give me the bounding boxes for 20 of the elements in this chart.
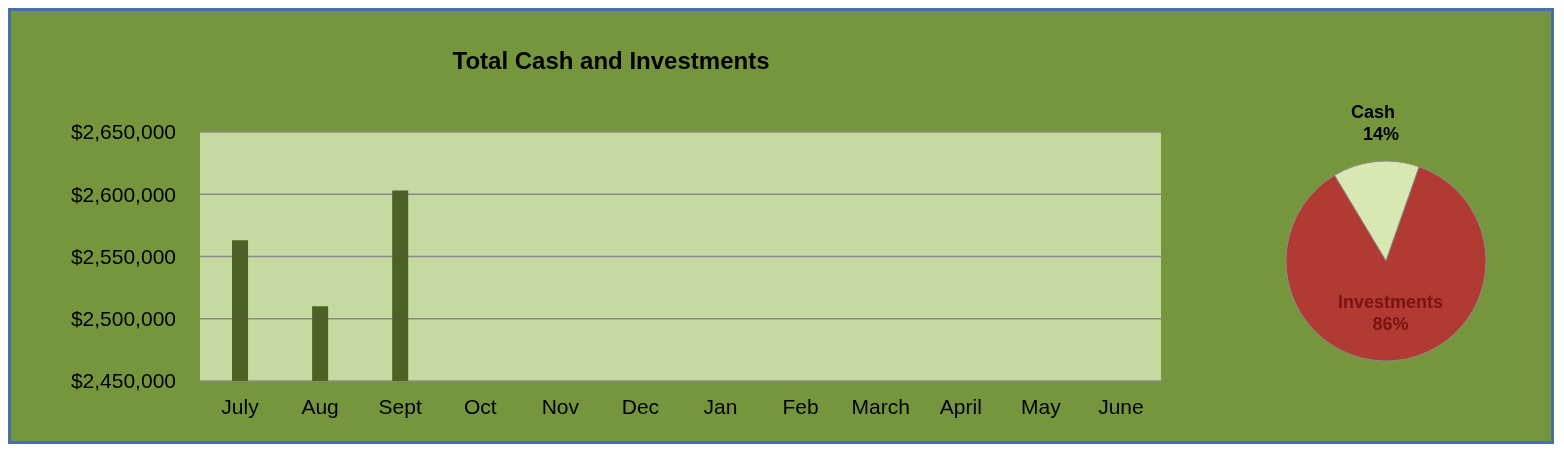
chart-title: Total Cash and Investments (451, 47, 771, 75)
y-tick-label: $2,500,000 (70, 307, 176, 331)
x-tick-label: Aug (301, 394, 339, 418)
y-tick-label: $2,450,000 (70, 369, 176, 393)
y-tick-label: $2,600,000 (70, 182, 176, 206)
y-tick-label: $2,650,000 (70, 120, 176, 144)
x-tick-label: June (1098, 394, 1144, 418)
x-tick-label: April (939, 394, 982, 418)
slice-label: Cash (1351, 101, 1396, 122)
x-tick-label: May (1021, 394, 1062, 418)
x-tick-label: March (851, 394, 910, 418)
x-tick-label: Dec (621, 394, 660, 418)
x-tick-label: July (221, 394, 260, 418)
x-tick-label: Nov (541, 394, 580, 418)
x-tick-label: Jan (703, 394, 738, 418)
x-tick-label: Feb (782, 394, 819, 418)
x-tick-label: Oct (463, 394, 497, 418)
x-tick-label: Sept (378, 394, 422, 418)
y-tick-label: $2,550,000 (70, 244, 176, 268)
data-label: 14% (1363, 123, 1400, 144)
